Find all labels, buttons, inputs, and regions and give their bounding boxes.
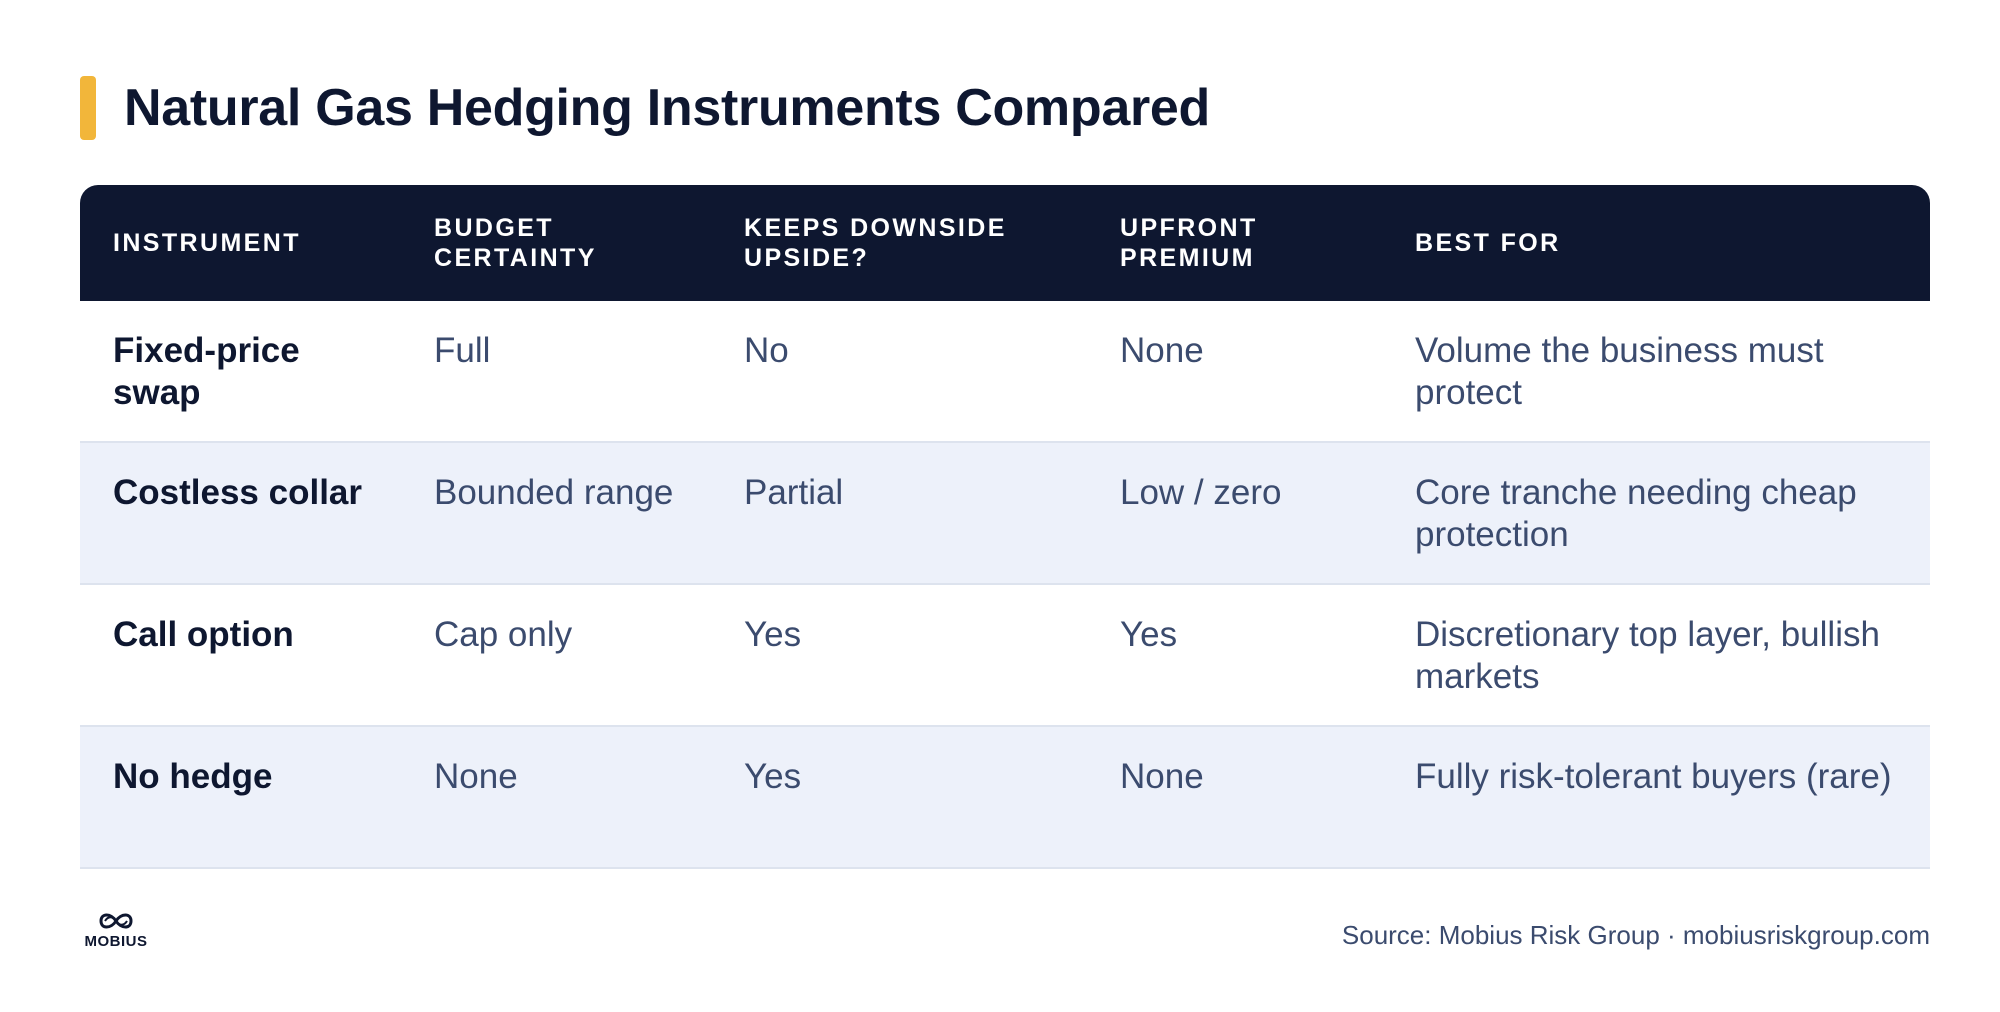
source-credit: Source: Mobius Risk Group · mobiusriskgr…: [1341, 920, 1930, 950]
keeps-upside-cell: Partial: [744, 473, 844, 512]
best-for-cell: Fully risk-tolerant buyers (rare): [1415, 757, 1892, 796]
best-for-cell: Volume the business must protect: [1415, 331, 1824, 412]
table-row: Costless collar Bounded range Partial Lo…: [80, 443, 1930, 585]
instrument-cell: No hedge: [113, 757, 273, 796]
keeps-upside-cell: Yes: [744, 615, 802, 654]
budget-certainty-cell: Full: [434, 331, 491, 370]
instrument-cell: Fixed-price swap: [113, 331, 300, 412]
column-header-upfront-premium: UPFRONT PREMIUM: [1120, 214, 1258, 272]
mobius-logo: MOBIUS: [80, 910, 152, 950]
keeps-upside-cell: Yes: [744, 757, 802, 796]
logo-text: MOBIUS: [84, 933, 148, 950]
best-for-cell: Discretionary top layer, bullish markets: [1415, 615, 1880, 696]
budget-certainty-cell: Cap only: [434, 615, 573, 654]
table-row: Fixed-price swap Full No None Volume the…: [80, 301, 1930, 443]
table-header: INSTRUMENT BUDGET CERTAINTY KEEPS DOWNSI…: [80, 185, 1930, 301]
table-row: Call option Cap only Yes Yes Discretiona…: [80, 585, 1930, 727]
column-header-budget-certainty: BUDGET CERTAINTY: [434, 214, 597, 272]
upfront-premium-cell: Low / zero: [1120, 473, 1282, 512]
column-header-keeps-downside-upside: KEEPS DOWNSIDE UPSIDE?: [744, 214, 1007, 272]
keeps-upside-cell: No: [744, 331, 789, 370]
upfront-premium-cell: None: [1120, 757, 1204, 796]
column-header-best-for: BEST FOR: [1415, 229, 1561, 257]
budget-certainty-cell: Bounded range: [434, 473, 674, 512]
table-row: No hedge None Yes None Fully risk-tolera…: [80, 727, 1930, 869]
infinity-loop-icon: [99, 913, 133, 929]
page-title: Natural Gas Hedging Instruments Compared: [124, 79, 1210, 137]
instrument-cell: Call option: [113, 615, 294, 654]
instrument-cell: Costless collar: [113, 473, 362, 512]
budget-certainty-cell: None: [434, 757, 518, 796]
title-row: Natural Gas Hedging Instruments Compared: [80, 76, 1210, 140]
upfront-premium-cell: None: [1120, 331, 1204, 370]
upfront-premium-cell: Yes: [1120, 615, 1178, 654]
comparison-table: INSTRUMENT BUDGET CERTAINTY KEEPS DOWNSI…: [80, 185, 1930, 869]
best-for-cell: Core tranche needing cheap protection: [1415, 473, 1857, 554]
title-accent-bar: [80, 76, 96, 140]
column-header-instrument: INSTRUMENT: [113, 229, 301, 257]
